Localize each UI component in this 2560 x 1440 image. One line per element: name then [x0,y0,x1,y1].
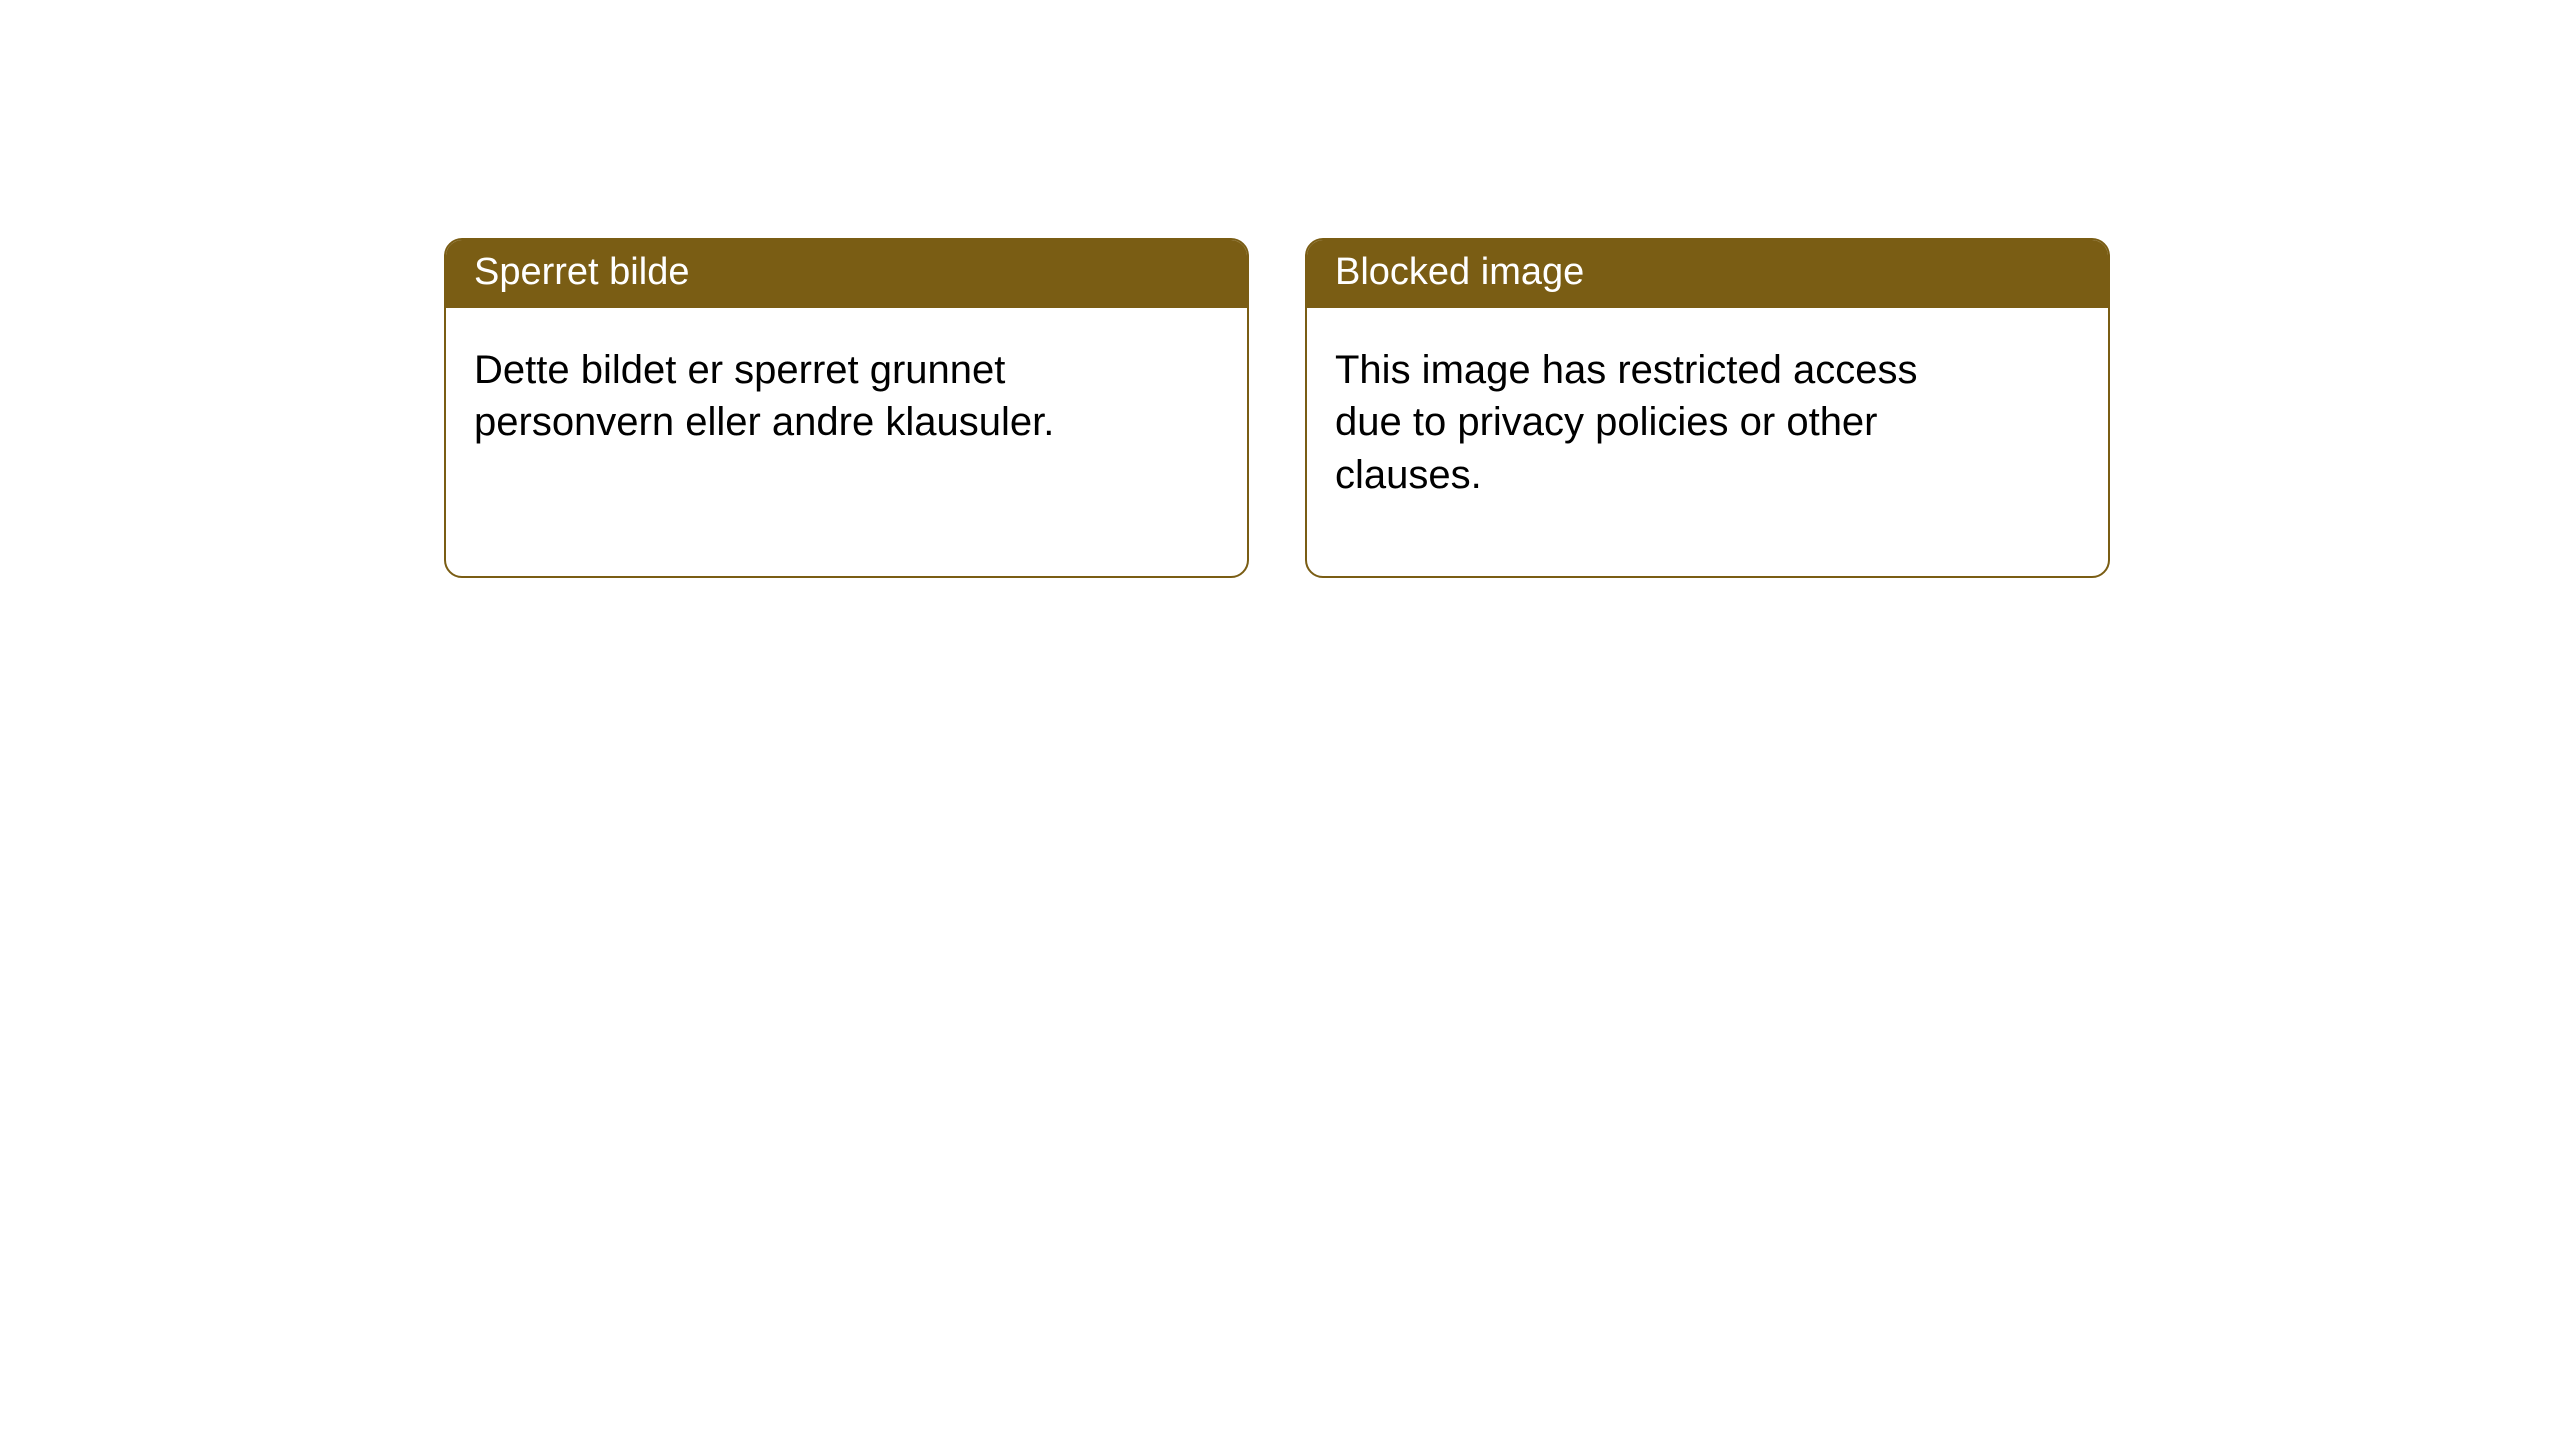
notice-container: Sperret bilde Dette bildet er sperret gr… [0,0,2560,578]
notice-body-text: This image has restricted access due to … [1307,308,2007,530]
notice-card-english: Blocked image This image has restricted … [1305,238,2110,578]
notice-body-text: Dette bildet er sperret grunnet personve… [446,308,1146,478]
notice-card-norwegian: Sperret bilde Dette bildet er sperret gr… [444,238,1249,578]
notice-title: Sperret bilde [446,240,1247,308]
notice-title: Blocked image [1307,240,2108,308]
